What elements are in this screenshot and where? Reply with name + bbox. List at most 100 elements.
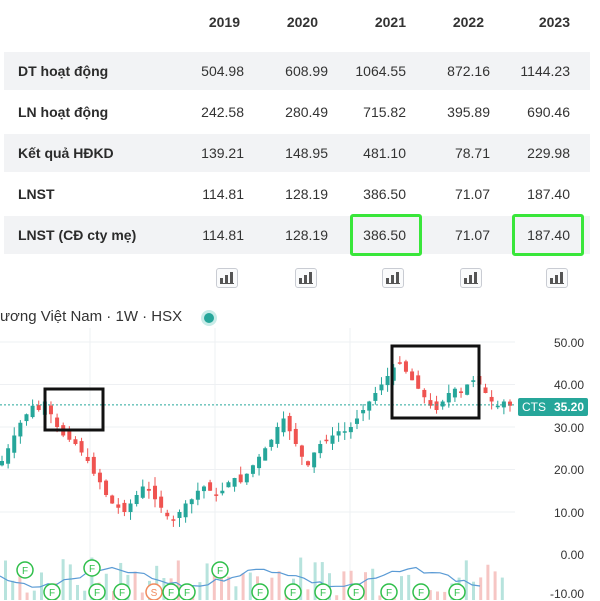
candle-body	[244, 473, 249, 483]
event-marker-icon	[113, 583, 131, 600]
highlight-box-2023-range	[390, 344, 481, 420]
candle-body	[214, 494, 219, 496]
volume-bar	[25, 592, 29, 600]
candle-body	[324, 439, 329, 442]
highlight-box-2023	[512, 214, 584, 256]
candle-body	[0, 461, 4, 466]
year-header-2023: 2023	[538, 14, 570, 30]
volume-bar	[68, 564, 72, 600]
candle-body	[128, 503, 133, 513]
volume-bar	[227, 576, 231, 600]
candle-body	[465, 384, 470, 395]
table-row: LNST 114.81 128.19 386.50 71.07 187.40	[4, 175, 590, 213]
candle-body	[452, 388, 457, 398]
candle-body	[177, 512, 182, 518]
cell: 128.19	[285, 227, 328, 243]
candle-body	[391, 367, 396, 381]
candle-body	[281, 418, 286, 433]
volume-bar	[277, 571, 281, 600]
cell: 242.58	[201, 104, 244, 120]
event-marker-label: F	[454, 588, 460, 599]
candle-body	[159, 496, 164, 508]
candle-body	[459, 391, 464, 393]
mini-chart-button-2020[interactable]	[295, 268, 317, 288]
volume-bar	[140, 592, 144, 600]
event-marker-label: F	[168, 588, 174, 599]
candle-body	[446, 393, 451, 403]
cell: 280.49	[285, 104, 328, 120]
candle-body	[232, 478, 237, 487]
candle-body	[201, 486, 206, 492]
candle-body	[379, 384, 384, 391]
bar-chart-icon	[550, 272, 564, 284]
table-row: Kết quả HĐKD 139.21 148.95 481.10 78.71 …	[4, 134, 590, 172]
cell: 71.07	[454, 227, 490, 243]
volume-bar	[493, 571, 497, 600]
table-row: LNST (CĐ cty mẹ) 114.81 128.19 386.50 71…	[4, 216, 590, 254]
volume-bar	[155, 565, 159, 600]
volume-bar	[248, 572, 252, 600]
candle-body	[12, 435, 17, 453]
event-marker-label: F	[49, 588, 55, 599]
mini-chart-button-2023[interactable]	[546, 268, 568, 288]
candle-body	[220, 490, 225, 494]
candle-body	[250, 465, 255, 474]
candle-body	[48, 405, 53, 415]
mini-chart-button-2021[interactable]	[382, 268, 404, 288]
candle-body	[403, 361, 408, 372]
mini-chart-button-2019[interactable]	[216, 268, 238, 288]
cell: 690.46	[527, 104, 570, 120]
volume-bar	[133, 571, 137, 600]
candle-body	[73, 439, 78, 444]
cell: 872.16	[447, 63, 490, 79]
candle-body	[342, 431, 347, 433]
candle-body	[116, 504, 121, 508]
cell: 395.89	[447, 104, 490, 120]
row-label: LN hoạt động	[18, 104, 109, 120]
candle-body	[501, 401, 506, 408]
oscillator-line	[0, 566, 481, 588]
market-status-dot	[204, 313, 214, 323]
cell: 128.19	[285, 186, 328, 202]
chart-legend-title: ương Việt Nam · 1W · HSX	[0, 308, 183, 325]
event-marker-icon	[448, 583, 466, 600]
cell: 114.81	[202, 227, 244, 243]
candle-body	[318, 444, 323, 454]
volume-bar	[212, 574, 216, 600]
cell: 71.07	[454, 186, 490, 202]
cell: 229.98	[527, 145, 570, 161]
cell: 386.50	[363, 186, 406, 202]
row-label: DT hoạt động	[18, 63, 109, 79]
candle-body	[36, 405, 41, 410]
event-marker-label: F	[320, 588, 326, 599]
event-marker-icon	[251, 583, 269, 600]
event-marker-icon	[211, 561, 229, 579]
volume-bar	[335, 595, 339, 600]
event-marker-icon	[178, 583, 196, 600]
volume-bar	[90, 557, 94, 600]
volume-bar	[464, 560, 468, 600]
volume-bar	[486, 564, 490, 600]
osc-axis-tick: -10.00	[549, 587, 584, 601]
cell: 608.99	[285, 63, 328, 79]
cell: 148.95	[285, 145, 328, 161]
cell: 1064.55	[355, 63, 406, 79]
candle-body	[153, 485, 158, 500]
candle-body	[287, 415, 292, 432]
event-marker-icon	[43, 583, 61, 600]
event-marker-icon	[145, 583, 163, 600]
candle-body	[508, 401, 512, 406]
volume-bar	[11, 580, 15, 600]
volume-bar	[436, 591, 439, 600]
candle-body	[24, 414, 29, 422]
event-marker-label: F	[386, 588, 392, 599]
y-axis-tick: 10.00	[553, 506, 584, 520]
mini-chart-button-2022[interactable]	[460, 268, 482, 288]
candle-body	[306, 461, 311, 466]
highlight-box-2021	[350, 214, 422, 256]
candle-body	[171, 519, 176, 521]
candle-body	[208, 482, 213, 491]
highlight-box-2021-peak	[43, 387, 105, 432]
